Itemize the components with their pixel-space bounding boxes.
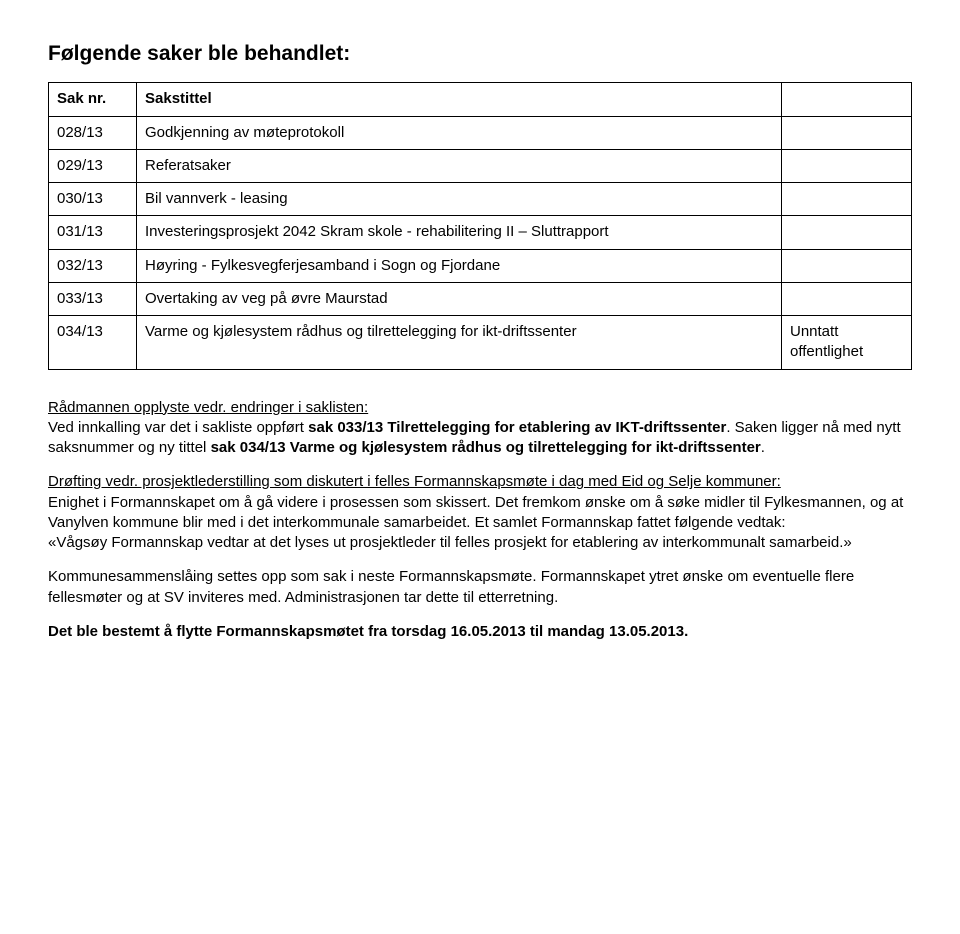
header-saknr: Sak nr. xyxy=(49,83,137,116)
cell-saknr: 028/13 xyxy=(49,116,137,149)
p1-body-a: Ved innkalling var det i sakliste oppfør… xyxy=(48,419,308,436)
cell-note xyxy=(782,183,912,216)
paragraph-merger: Kommunesammenslåing settes opp som sak i… xyxy=(48,567,912,608)
cell-saknr: 029/13 xyxy=(49,149,137,182)
cell-note: Unntatt offentlighet xyxy=(782,316,912,370)
cell-tittel: Referatsaker xyxy=(137,149,782,182)
table-header-row: Sak nr. Sakstittel xyxy=(49,83,912,116)
cell-tittel: Varme og kjølesystem rådhus og tilrettel… xyxy=(137,316,782,370)
paragraph-reschedule: Det ble bestemt å flytte Formannskapsmøt… xyxy=(48,622,912,642)
cell-tittel: Bil vannverk - leasing xyxy=(137,183,782,216)
cell-note xyxy=(782,149,912,182)
cell-tittel: Investeringsprosjekt 2042 Skram skole - … xyxy=(137,216,782,249)
cell-tittel: Overtaking av veg på øvre Maurstad xyxy=(137,282,782,315)
cell-saknr: 033/13 xyxy=(49,282,137,315)
p1-body-e: . xyxy=(761,439,765,456)
cell-note xyxy=(782,282,912,315)
table-row: 028/13 Godkjenning av møteprotokoll xyxy=(49,116,912,149)
p2-quote: «Vågsøy Formannskap vedtar at det lyses … xyxy=(48,534,852,551)
cell-note xyxy=(782,249,912,282)
p2-lead: Drøfting vedr. prosjektlederstilling som… xyxy=(48,473,781,490)
p1-body-d: sak 034/13 Varme og kjølesystem rådhus o… xyxy=(211,439,761,456)
table-row: 034/13 Varme og kjølesystem rådhus og ti… xyxy=(49,316,912,370)
table-row: 029/13 Referatsaker xyxy=(49,149,912,182)
cell-saknr: 030/13 xyxy=(49,183,137,216)
table-row: 030/13 Bil vannverk - leasing xyxy=(49,183,912,216)
cell-tittel: Høyring - Fylkesvegferjesamband i Sogn o… xyxy=(137,249,782,282)
cell-note xyxy=(782,116,912,149)
header-note xyxy=(782,83,912,116)
cell-tittel: Godkjenning av møteprotokoll xyxy=(137,116,782,149)
p1-body-b: sak 033/13 Tilrettelegging for etablerin… xyxy=(308,419,726,436)
cell-saknr: 032/13 xyxy=(49,249,137,282)
table-row: 031/13 Investeringsprosjekt 2042 Skram s… xyxy=(49,216,912,249)
header-sakstittel: Sakstittel xyxy=(137,83,782,116)
paragraph-changes: Rådmannen opplyste vedr. endringer i sak… xyxy=(48,398,912,459)
table-row: 032/13 Høyring - Fylkesvegferjesamband i… xyxy=(49,249,912,282)
table-row: 033/13 Overtaking av veg på øvre Maursta… xyxy=(49,282,912,315)
paragraph-discussion: Drøfting vedr. prosjektlederstilling som… xyxy=(48,472,912,553)
cases-table: Sak nr. Sakstittel 028/13 Godkjenning av… xyxy=(48,82,912,369)
cell-saknr: 031/13 xyxy=(49,216,137,249)
cell-saknr: 034/13 xyxy=(49,316,137,370)
p1-lead: Rådmannen opplyste vedr. endringer i sak… xyxy=(48,399,368,416)
cell-note xyxy=(782,216,912,249)
p2-body: Enighet i Formannskapet om å gå videre i… xyxy=(48,494,903,531)
page-title: Følgende saker ble behandlet: xyxy=(48,40,912,68)
